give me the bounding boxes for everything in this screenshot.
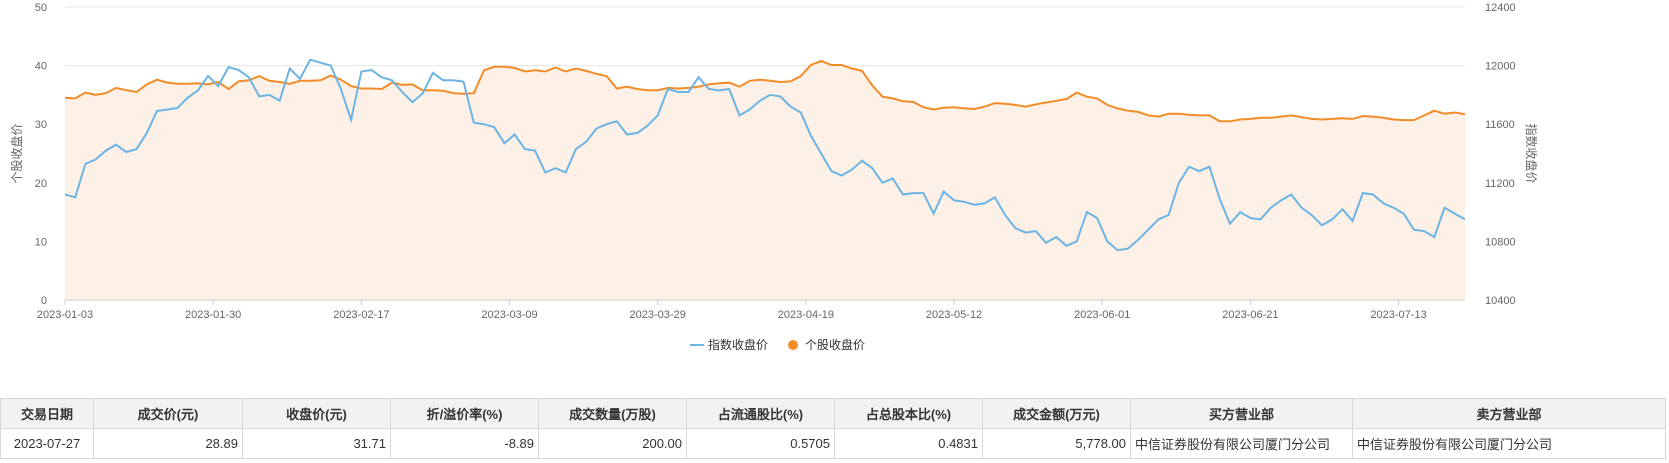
right-axis-tick-label: 10400 bbox=[1485, 295, 1516, 307]
cell-trade-date: 2023-07-27 bbox=[0, 428, 94, 459]
col-header-amount: 成交金额(万元) bbox=[982, 398, 1131, 429]
cell-buyer: 中信证券股份有限公司厦门分公司 bbox=[1130, 428, 1353, 459]
col-header-total-ratio: 占总股本比(%) bbox=[834, 398, 983, 429]
cell-float-ratio: 0.5705 bbox=[686, 428, 835, 459]
series-line-stock bbox=[64, 59, 1466, 123]
col-header-deal-price: 成交价(元) bbox=[93, 398, 243, 429]
legend-swatch-stock[interactable] bbox=[788, 340, 798, 350]
cell-seller: 中信证券股份有限公司厦门分公司 bbox=[1352, 428, 1666, 459]
left-axis-tick-label: 50 bbox=[35, 2, 47, 14]
right-axis-tick-label: 11200 bbox=[1485, 178, 1515, 190]
right-axis-tick-label: 10800 bbox=[1485, 236, 1516, 248]
col-header-close-price: 收盘价(元) bbox=[242, 398, 391, 429]
left-axis-tick-label: 40 bbox=[35, 61, 47, 73]
x-axis-tick-label: 2023-07-13 bbox=[1370, 309, 1426, 321]
x-axis-tick-label: 2023-03-29 bbox=[630, 309, 686, 321]
table-header-row: 交易日期 成交价(元) 收盘价(元) 折/溢价率(%) 成交数量(万股) 占流通… bbox=[0, 398, 1666, 429]
x-axis-tick-label: 2023-06-21 bbox=[1222, 309, 1278, 321]
cell-deal-price: 28.89 bbox=[93, 428, 243, 459]
cell-premium-rate: -8.89 bbox=[390, 428, 539, 459]
col-header-volume: 成交数量(万股) bbox=[538, 398, 687, 429]
right-axis-title: 指数收盘价 bbox=[1524, 123, 1539, 183]
cell-amount: 5,778.00 bbox=[982, 428, 1131, 459]
dual-axis-line-chart: 2023-01-03 2023-01-30 2023-02-17 2023-03-09… bbox=[9, 2, 1539, 352]
x-axis-tick-label: 2023-01-30 bbox=[185, 309, 241, 321]
right-axis-ticks: 10400 10800 11200 11600 12000 12400 bbox=[1485, 2, 1516, 307]
right-axis-tick-label: 12000 bbox=[1485, 61, 1516, 73]
legend: 指数收盘价 个股收盘价 bbox=[690, 337, 865, 352]
x-axis-tick-label: 2023-02-17 bbox=[333, 309, 389, 321]
cell-close-price: 31.71 bbox=[242, 428, 391, 459]
right-axis-tick-label: 12400 bbox=[1485, 2, 1516, 14]
cell-volume: 200.00 bbox=[538, 428, 687, 459]
x-axis-tick-label: 2023-05-12 bbox=[926, 309, 982, 321]
x-axis-tick-label: 2023-03-09 bbox=[481, 309, 537, 321]
left-axis-tick-label: 0 bbox=[41, 295, 47, 307]
legend-label-index[interactable]: 指数收盘价 bbox=[708, 337, 768, 352]
stock-price-area bbox=[65, 60, 1465, 301]
col-header-premium-rate: 折/溢价率(%) bbox=[390, 398, 539, 429]
x-axis-ticks: 2023-01-03 2023-01-30 2023-02-17 2023-03-09… bbox=[37, 300, 1427, 321]
left-axis-tick-label: 10 bbox=[35, 236, 47, 248]
right-axis-tick-label: 11600 bbox=[1485, 119, 1515, 131]
x-axis-tick-label: 2023-01-03 bbox=[37, 309, 93, 321]
left-axis-ticks: 0 10 20 30 40 50 bbox=[35, 2, 47, 307]
left-axis-tick-label: 20 bbox=[35, 178, 47, 190]
series-line-index bbox=[64, 58, 1466, 252]
x-axis-tick-label: 2023-04-19 bbox=[778, 309, 834, 321]
col-header-seller: 卖方营业部 bbox=[1352, 398, 1666, 429]
left-axis-title: 个股收盘价 bbox=[9, 123, 24, 183]
left-axis-tick-label: 30 bbox=[35, 119, 47, 131]
cell-total-ratio: 0.4831 bbox=[834, 428, 983, 459]
col-header-trade-date: 交易日期 bbox=[0, 398, 94, 429]
block-trade-table: 交易日期 成交价(元) 收盘价(元) 折/溢价率(%) 成交数量(万股) 占流通… bbox=[0, 398, 1666, 459]
col-header-buyer: 买方营业部 bbox=[1130, 398, 1353, 429]
x-axis-tick-label: 2023-06-01 bbox=[1074, 309, 1130, 321]
col-header-float-ratio: 占流通股比(%) bbox=[686, 398, 835, 429]
table-row: 2023-07-27 28.89 31.71 -8.89 200.00 0.57… bbox=[0, 428, 1666, 459]
legend-label-stock[interactable]: 个股收盘价 bbox=[805, 337, 865, 352]
